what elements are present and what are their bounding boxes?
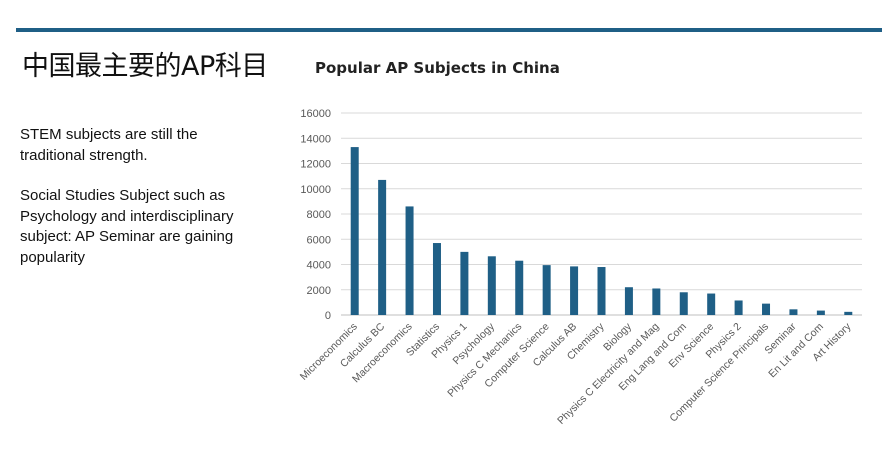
y-tick-label: 0 [325, 310, 331, 322]
bar [597, 267, 606, 315]
bar [405, 206, 414, 315]
bar [515, 260, 524, 315]
bar [542, 265, 551, 315]
paragraph-stem: STEM subjects are still the traditional … [20, 126, 198, 164]
y-tick-label: 12000 [300, 159, 331, 171]
bar [378, 179, 387, 315]
slide-title: 中国最主要的AP科目 [22, 51, 268, 82]
y-tick-label: 6000 [307, 234, 331, 246]
y-tick-label: 4000 [307, 260, 331, 272]
bar [707, 293, 716, 315]
bar [734, 300, 743, 315]
bar [844, 311, 853, 315]
bar [350, 147, 359, 315]
y-tick-label: 2000 [307, 285, 331, 297]
bar [789, 309, 798, 315]
y-tick-label: 10000 [300, 184, 331, 196]
y-tick-label: 8000 [307, 209, 331, 221]
chart-title: Popular AP Subjects in China [315, 59, 560, 77]
header-accent-bar [16, 28, 882, 32]
slide-body-text: STEM subjects are still the traditional … [20, 125, 250, 288]
bar [679, 292, 688, 315]
bar [460, 251, 469, 315]
bar [432, 243, 441, 315]
bar [652, 288, 661, 315]
bar [762, 303, 771, 315]
bar [487, 256, 496, 315]
bar [816, 310, 825, 315]
paragraph-social-studies: Social Studies Subject such as Psycholog… [20, 187, 234, 266]
bar [570, 266, 579, 315]
y-tick-label: 14000 [300, 133, 331, 145]
bar [624, 287, 633, 315]
y-tick-label: 16000 [300, 108, 331, 120]
